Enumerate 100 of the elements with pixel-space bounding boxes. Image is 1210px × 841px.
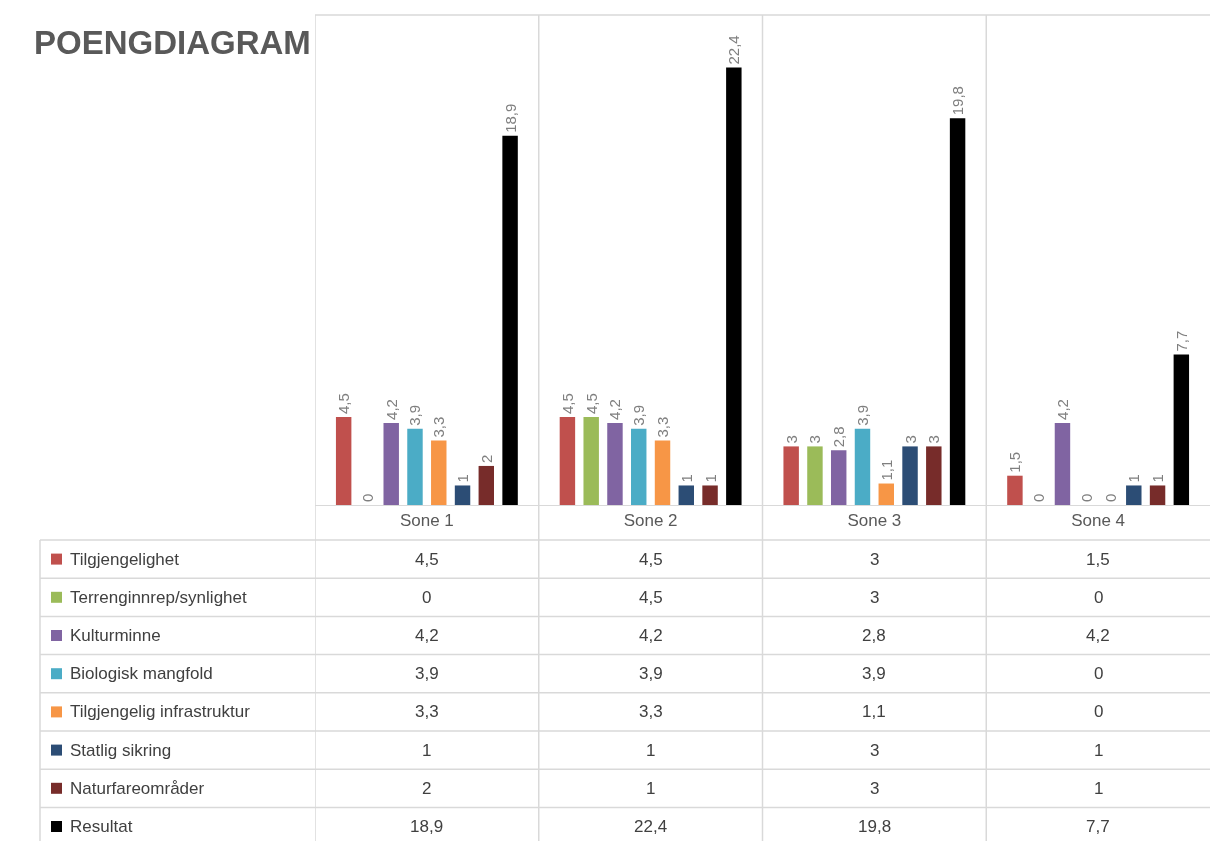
- legend-label: Statlig sikring: [70, 741, 172, 760]
- legend-label: Naturfareområder: [70, 779, 205, 798]
- bar: [478, 465, 495, 505]
- data-label: 18,9: [410, 817, 444, 836]
- text: 0: [1101, 493, 1119, 502]
- bar: [583, 417, 599, 505]
- legend-label: Tilgjengelig infrastruktur: [70, 702, 251, 721]
- legend-label: Tilgjengelighet: [70, 550, 180, 569]
- bar: [654, 440, 671, 505]
- data-label: 2,8: [862, 626, 886, 645]
- data-label: 1,5: [1086, 550, 1110, 569]
- text: 4,5: [582, 393, 600, 415]
- bar: [454, 485, 471, 505]
- x-tick-label: Sone 1: [399, 511, 454, 531]
- chart-title: POENGDIAGRAM: [34, 24, 311, 61]
- data-label: 3: [870, 779, 880, 798]
- bar: [926, 446, 942, 505]
- data-label: 0: [422, 588, 432, 607]
- text: 2,8: [830, 426, 848, 448]
- data-label: 0: [1094, 702, 1104, 721]
- text: 3,9: [630, 404, 648, 426]
- data-label: 22,4: [634, 817, 668, 836]
- text: 1: [677, 474, 695, 483]
- text: 1: [1149, 474, 1167, 483]
- text: 18,9: [501, 103, 519, 133]
- legend-label: Resultat: [70, 817, 133, 836]
- data-label: 3: [870, 588, 880, 607]
- legend-label: Kulturminne: [70, 626, 161, 645]
- bar: [431, 440, 447, 505]
- x-tick-label: Sone 2: [623, 511, 678, 531]
- bar: [502, 135, 518, 505]
- data-label: 3,9: [639, 664, 663, 683]
- data-label: 1: [646, 741, 656, 760]
- bar: [783, 446, 799, 505]
- text: 2: [477, 454, 495, 463]
- data-label: 3,9: [415, 664, 439, 683]
- text: 3: [925, 435, 943, 444]
- text: 3,9: [853, 404, 871, 426]
- bar: [1173, 354, 1190, 505]
- text: 3,3: [654, 416, 672, 438]
- text: 1: [1125, 474, 1143, 483]
- text: 4,5: [558, 393, 576, 415]
- text: 4,5: [335, 393, 353, 415]
- bar: [949, 118, 966, 505]
- x-tick-label: Sone 3: [847, 511, 902, 531]
- text: 1: [454, 474, 472, 483]
- legend-label: Biologisk mangfold: [70, 664, 213, 683]
- text: 4,2: [606, 399, 624, 420]
- data-label: 3,3: [639, 702, 663, 721]
- x-tick-label: Sone 4: [1071, 511, 1126, 531]
- bar: [807, 446, 823, 505]
- data-label: 19,8: [858, 817, 892, 836]
- bar: [726, 67, 742, 505]
- text: 22,4: [725, 35, 743, 65]
- bar: [1054, 422, 1071, 505]
- text: 0: [1030, 493, 1048, 502]
- data-label: 2: [422, 779, 432, 798]
- bar: [1149, 485, 1166, 505]
- text: 3: [806, 435, 824, 444]
- text: 7,7: [1172, 330, 1190, 352]
- data-label: 4,5: [639, 550, 663, 569]
- bar: [559, 417, 576, 505]
- text: 1,5: [1006, 451, 1024, 473]
- data-label: 3: [870, 741, 880, 760]
- bar: [902, 446, 918, 505]
- data-label: 3,9: [862, 664, 886, 683]
- bar: [1126, 485, 1142, 505]
- data-label: 4,5: [639, 588, 663, 607]
- data-label: 7,7: [1086, 817, 1110, 836]
- text: 1: [701, 474, 719, 483]
- text: 0: [358, 493, 376, 502]
- data-label: 1: [422, 741, 432, 760]
- bar: [678, 485, 695, 505]
- bar: [335, 417, 352, 505]
- bar: [1007, 475, 1023, 505]
- data-label: 3: [870, 550, 880, 569]
- text: 4,2: [382, 399, 400, 420]
- legend-label: Terrenginnrep/synlighet: [70, 588, 247, 607]
- bar: [383, 422, 399, 505]
- text: 4,2: [1053, 399, 1071, 420]
- data-label: 1: [646, 779, 656, 798]
- text: 3,3: [430, 416, 448, 438]
- data-label: 4,5: [415, 550, 439, 569]
- text: 3: [782, 435, 800, 444]
- bar: [631, 428, 647, 505]
- bar: [407, 428, 423, 505]
- text: 19,8: [949, 86, 967, 116]
- text: 0: [1077, 493, 1095, 502]
- text: 1,1: [877, 459, 895, 481]
- data-label: 4,2: [1086, 626, 1110, 645]
- text: 3,9: [406, 404, 424, 426]
- data-label: 3,3: [415, 702, 439, 721]
- bar: [878, 483, 894, 505]
- data-label: 4,2: [415, 626, 439, 645]
- bar: [607, 422, 623, 505]
- bar: [702, 485, 718, 505]
- data-label: 1: [1094, 779, 1104, 798]
- bar: [830, 450, 847, 505]
- bar: [854, 428, 871, 505]
- data-label: 4,2: [639, 626, 663, 645]
